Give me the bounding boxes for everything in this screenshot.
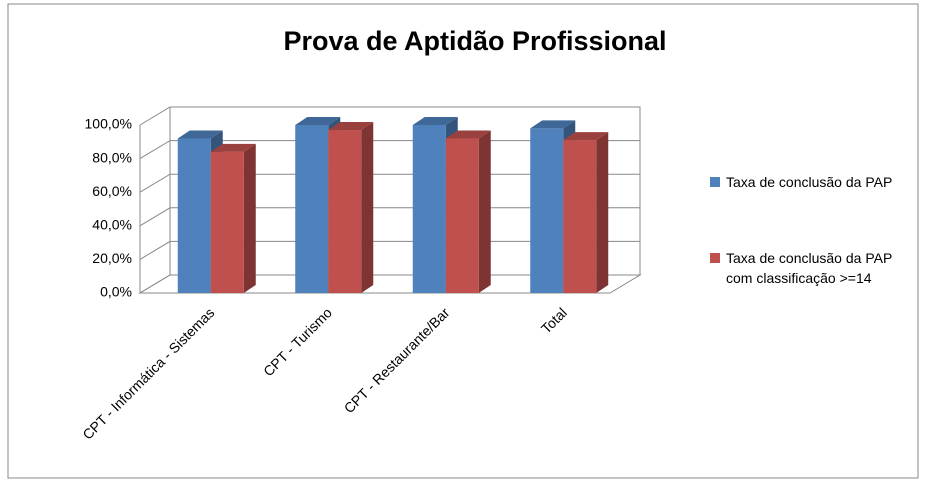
bar	[445, 138, 479, 293]
y-tick-label: 80,0%	[92, 149, 132, 165]
bar	[295, 125, 329, 293]
chart-title: Prova de Aptidão Profissional	[283, 26, 666, 56]
bar-top	[295, 117, 341, 125]
bar-top	[328, 122, 374, 131]
bar	[530, 128, 564, 293]
bar-top	[563, 132, 609, 141]
legend-swatch	[710, 177, 720, 187]
bar	[412, 125, 446, 293]
x-tick-label: CPT - Restaurante/Bar	[341, 304, 453, 416]
legend-swatch	[710, 253, 720, 263]
y-tick-label: 0,0%	[100, 284, 132, 300]
bar-top	[177, 130, 223, 139]
chart-frame	[7, 3, 919, 479]
bar-side	[478, 130, 491, 293]
bar-side	[243, 143, 256, 293]
bar	[177, 138, 211, 293]
legend-label: Taxa de conclusão da PAP	[726, 174, 893, 190]
bar-side	[596, 132, 609, 293]
x-tick-label: CPT - Informática - Sistemas	[79, 304, 217, 442]
x-tick-label: Total	[538, 304, 570, 336]
y-tick-label: 100,0%	[85, 116, 132, 132]
y-tick-label: 40,0%	[92, 217, 132, 233]
bar-top	[412, 117, 458, 125]
grid-line	[139, 106, 640, 126]
bar-top	[530, 120, 576, 129]
y-tick-label: 20,0%	[92, 250, 132, 266]
x-tick-label: CPT - Turismo	[260, 304, 335, 379]
bar-top	[210, 143, 256, 152]
bar	[210, 151, 244, 293]
bar	[563, 140, 597, 293]
y-tick-label: 60,0%	[92, 183, 132, 199]
bar-side	[361, 122, 374, 293]
bar-top	[445, 130, 491, 139]
legend-label: Taxa de conclusão da PAP com classificaç…	[726, 250, 893, 286]
bar	[328, 130, 362, 293]
